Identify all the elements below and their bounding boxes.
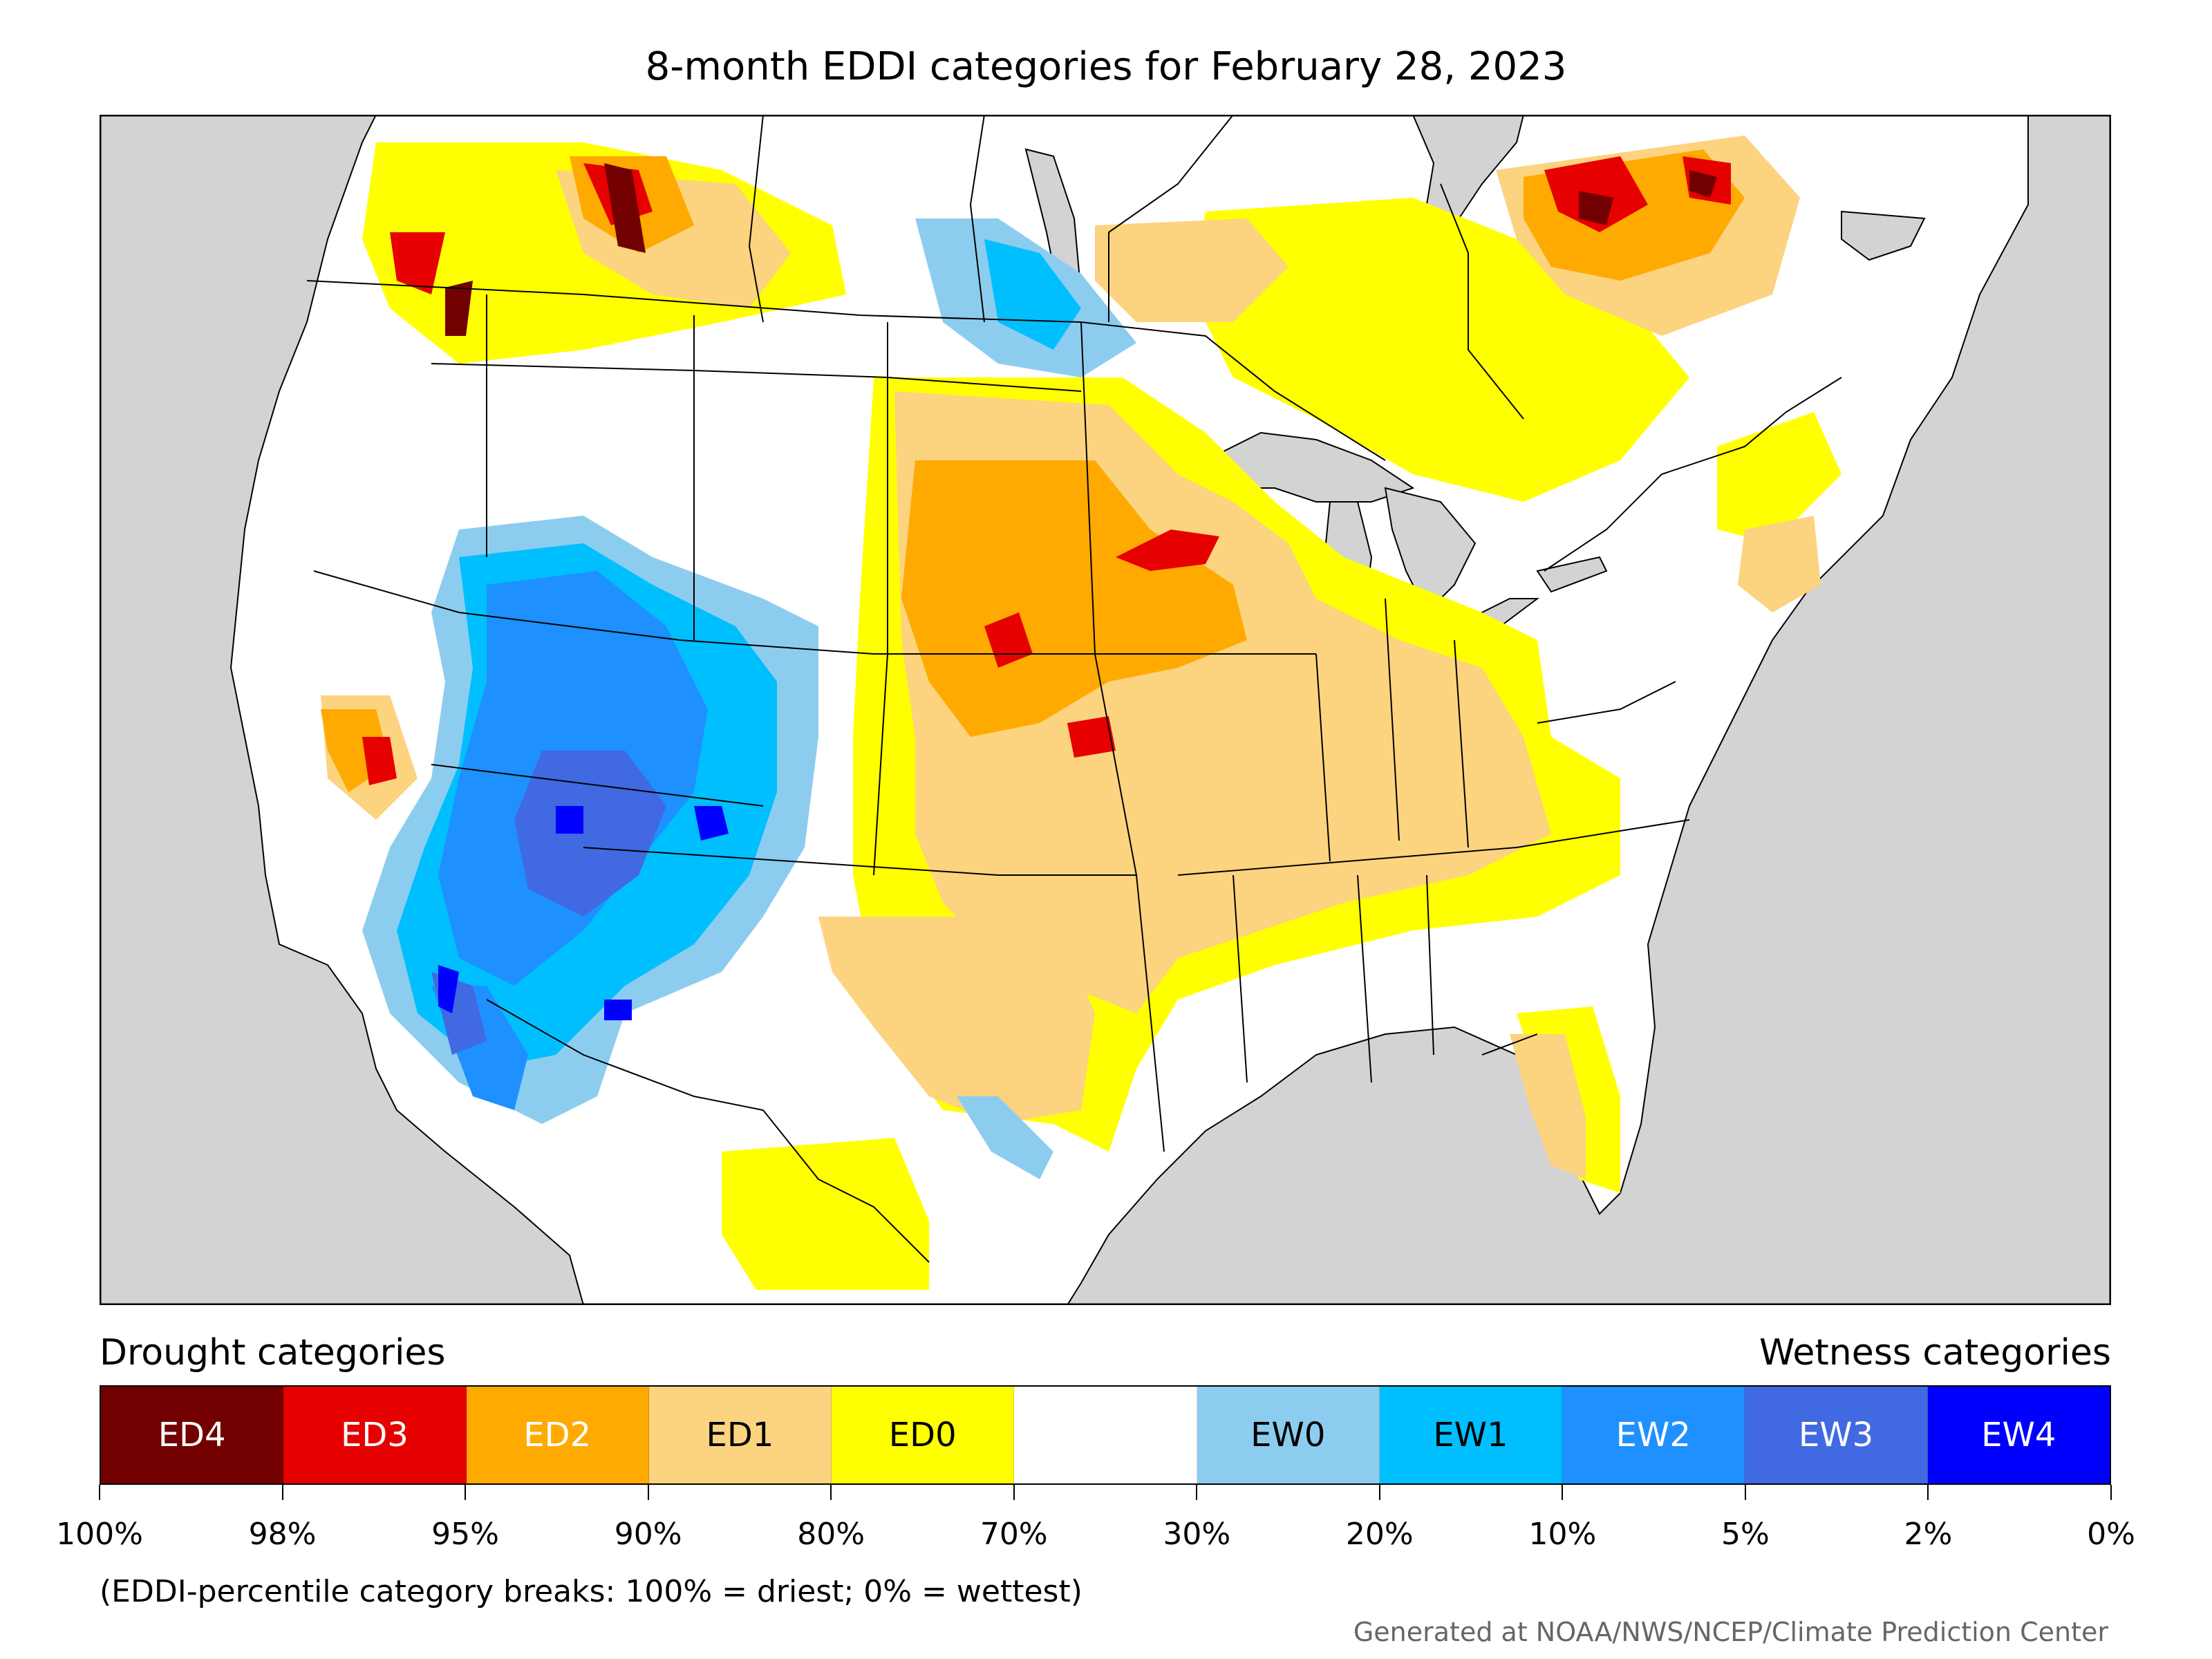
- colorbar-tick: [1744, 1485, 1746, 1500]
- colorbar-tick-label: 30%: [1163, 1517, 1231, 1552]
- colorbar-cell-ed0: ED0: [832, 1387, 1015, 1483]
- colorbar-tick: [647, 1485, 649, 1500]
- colorbar-cell-ed1: ED1: [648, 1387, 832, 1483]
- colorbar-tick-label: 0%: [2087, 1517, 2135, 1552]
- colorbar-tick-label: 80%: [797, 1517, 865, 1552]
- credit-line: Generated at NOAA/NWS/NCEP/Climate Predi…: [1353, 1617, 2108, 1647]
- colorbar-cell-normal: [1014, 1387, 1197, 1483]
- category-colorbar: ED4 ED3 ED2 ED1 ED0 EW0 EW1 EW2 EW3 EW4: [100, 1385, 2111, 1485]
- colorbar-cell-ew2: EW2: [1562, 1387, 1745, 1483]
- colorbar-tick-label: 20%: [1345, 1517, 1414, 1552]
- lake-ontario: [1536, 556, 1608, 593]
- map-title: 8-month EDDI categories for February 28,…: [645, 44, 1567, 89]
- colorbar-tick: [1562, 1485, 1564, 1500]
- wetness-categories-heading: Wetness categories: [1759, 1332, 2111, 1374]
- map-border: [100, 115, 2111, 1305]
- colorbar-tick-label: 70%: [980, 1517, 1048, 1552]
- colorbar-cell-ew3: EW3: [1745, 1387, 1928, 1483]
- colorbar-tick-label: 100%: [56, 1517, 143, 1552]
- colorbar-tick-label: 95%: [431, 1517, 499, 1552]
- colorbar-tick: [281, 1485, 283, 1500]
- drought-categories-heading: Drought categories: [100, 1332, 446, 1374]
- colorbar-tick: [99, 1485, 100, 1500]
- hudson-bay-edge: [1412, 115, 1525, 227]
- colorbar-cell-ed4: ED4: [101, 1387, 284, 1483]
- colorbar-tick: [1013, 1485, 1015, 1500]
- colorbar-cell-ed3: ED3: [283, 1387, 467, 1483]
- colorbar-tick: [465, 1485, 467, 1500]
- colorbar-cell-ed2: ED2: [466, 1387, 649, 1483]
- colorbar-tick: [2110, 1485, 2112, 1500]
- colorbar-tick: [1378, 1485, 1380, 1500]
- ed4-areas: [445, 163, 1717, 336]
- colorbar-tick: [830, 1485, 832, 1500]
- colorbar-tick: [1927, 1485, 1929, 1500]
- colorbar-cell-ew0: EW0: [1197, 1387, 1380, 1483]
- colorbar-cell-ew1: EW1: [1379, 1387, 1563, 1483]
- colorbar-tick-label: 10%: [1528, 1517, 1597, 1552]
- colorbar-tick-label: 5%: [1721, 1517, 1770, 1552]
- colorbar-tick-label: 90%: [614, 1517, 682, 1552]
- category-breaks-note: (EDDI-percentile category breaks: 100% =…: [100, 1574, 1082, 1609]
- colorbar-cell-ew4: EW4: [1927, 1387, 2110, 1483]
- ew4-areas: [438, 806, 729, 1020]
- colorbar-tick-label: 98%: [248, 1517, 317, 1552]
- colorbar-tick: [1196, 1485, 1198, 1500]
- political-boundaries: [306, 115, 1842, 1263]
- gulf-of-st-lawrence: [1841, 210, 1926, 261]
- colorbar-ticks: 100% 98% 95% 90% 80% 70% 30% 20% 10% 5% 2% 0%: [56, 1485, 2135, 1623]
- eddi-map: [100, 115, 2111, 1305]
- colorbar-tick-label: 2%: [1904, 1517, 1953, 1552]
